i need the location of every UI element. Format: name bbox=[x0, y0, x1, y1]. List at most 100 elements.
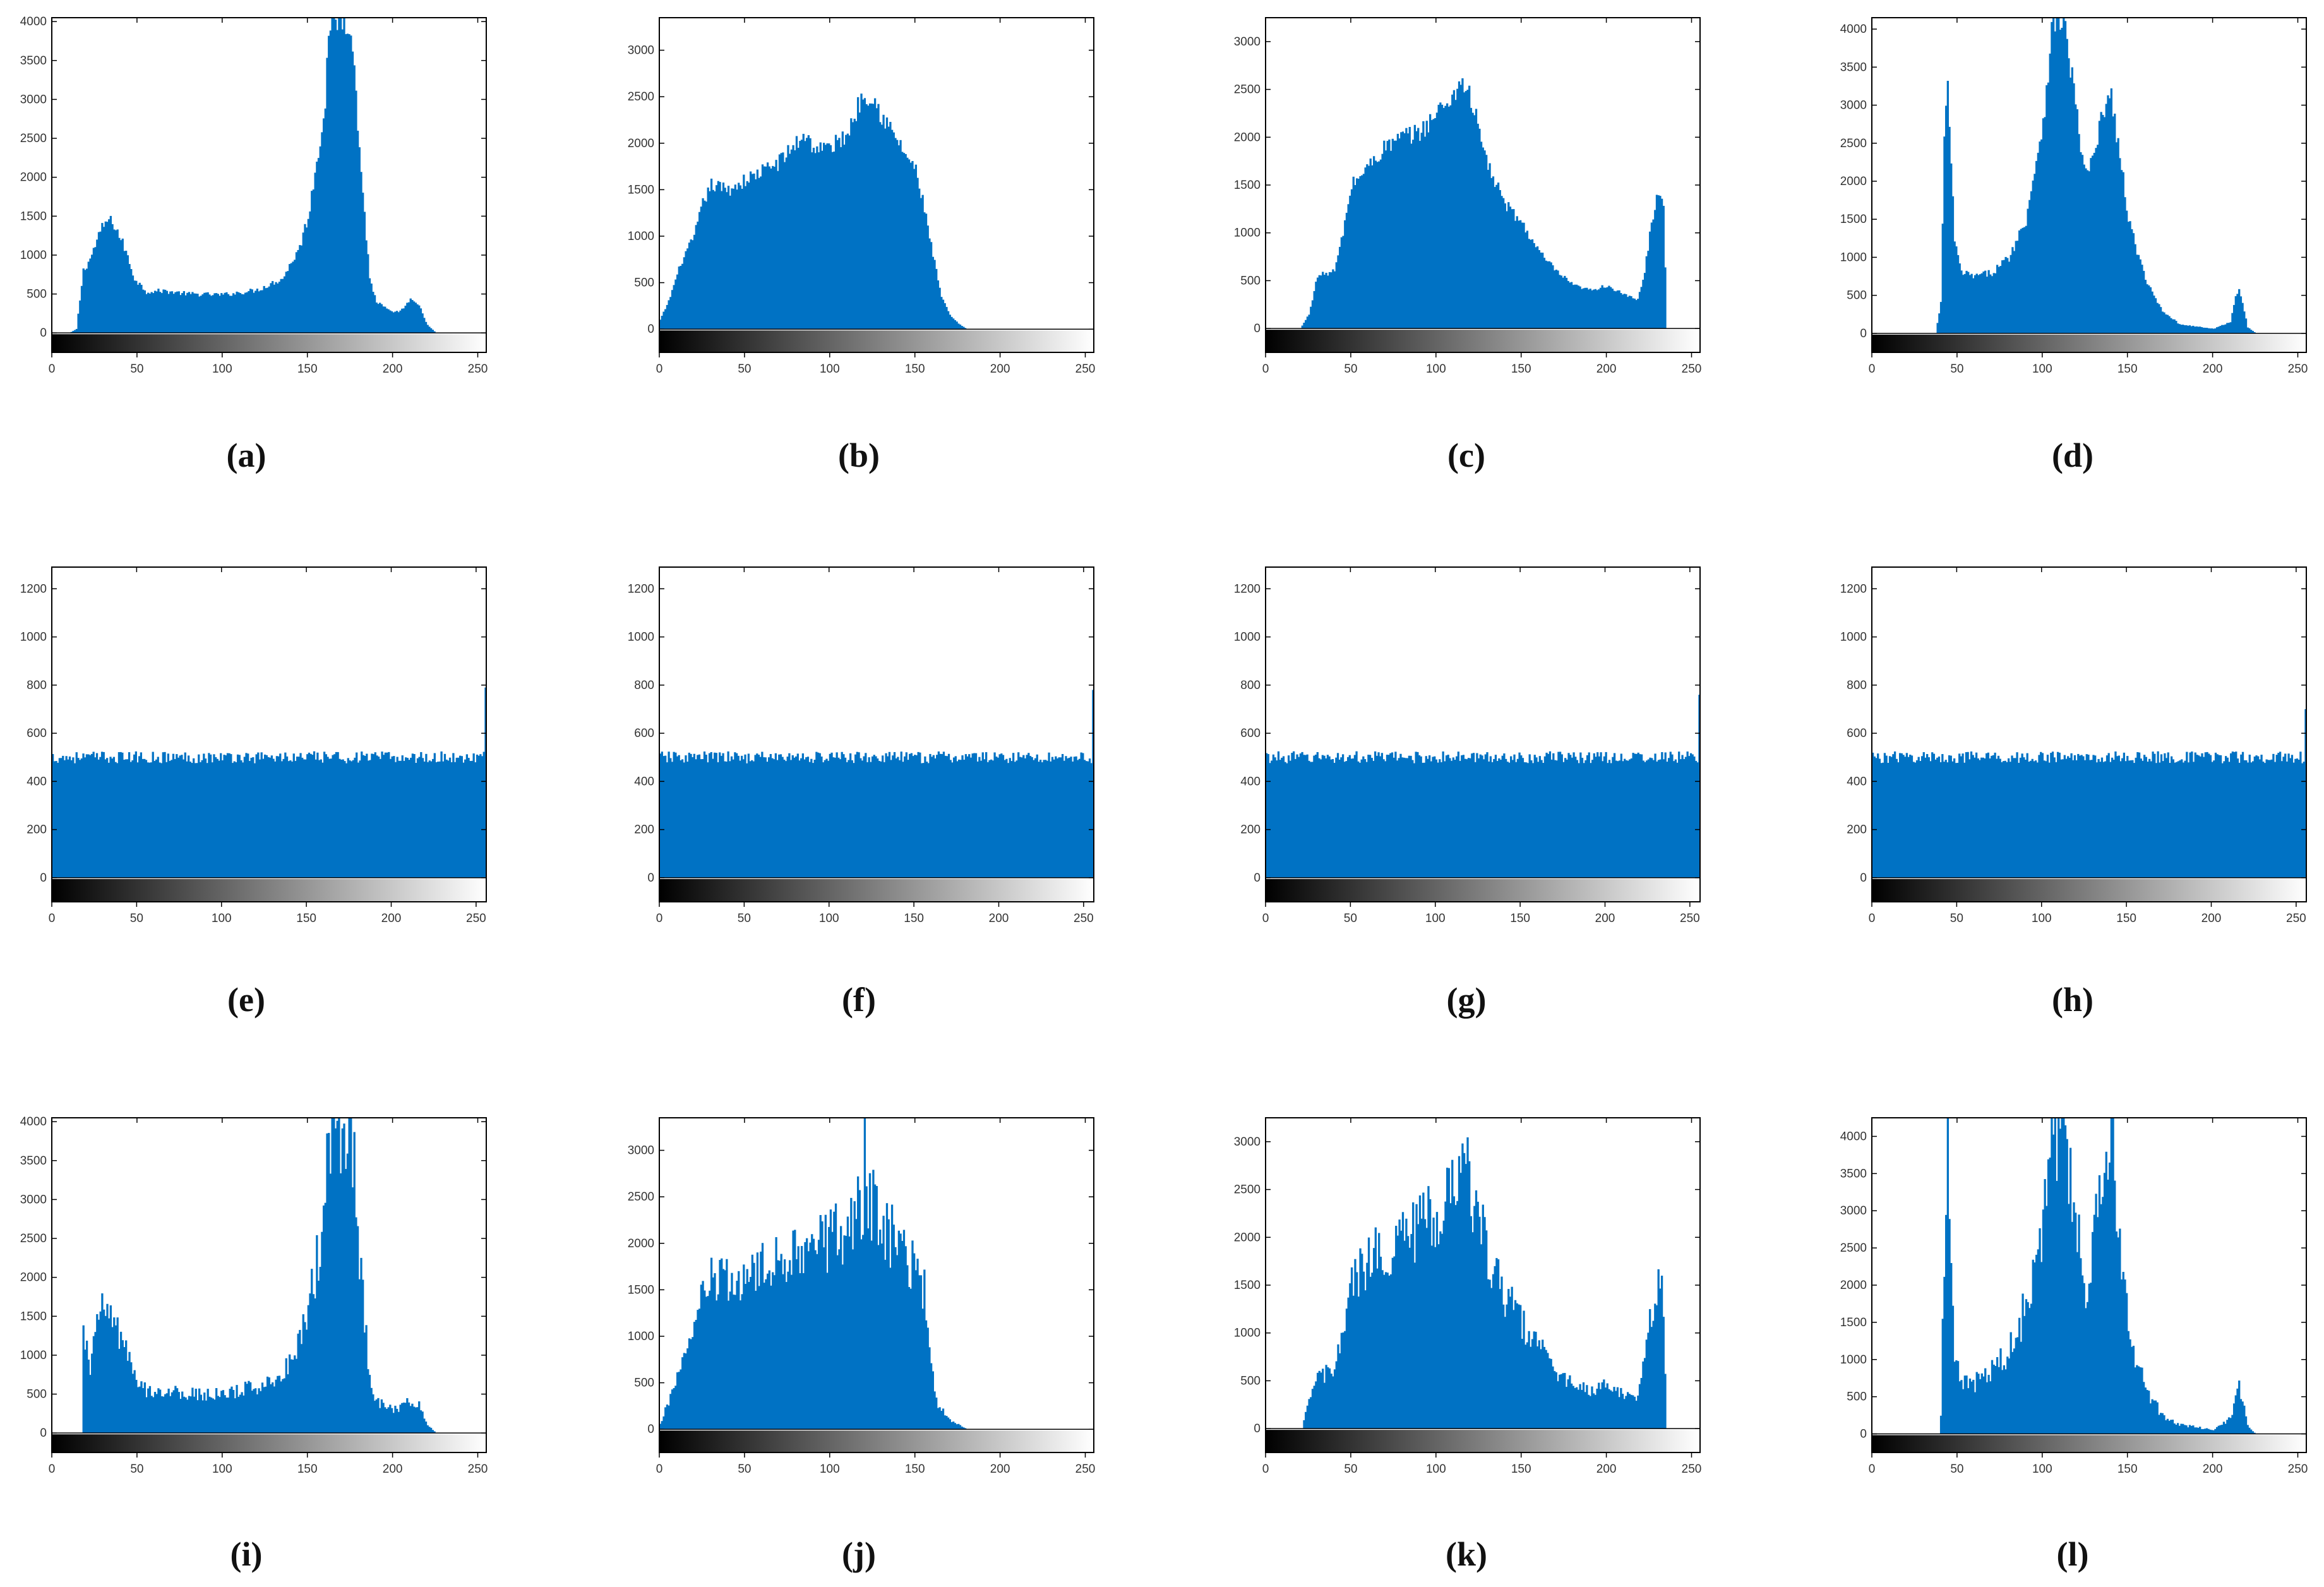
histogram-bar bbox=[2138, 752, 2141, 878]
y-tick-label: 800 bbox=[1240, 679, 1261, 692]
histogram-bar bbox=[2166, 314, 2169, 333]
histogram-bar bbox=[1507, 1289, 1510, 1429]
histogram-bar bbox=[1357, 761, 1360, 878]
histogram-bar bbox=[879, 1230, 882, 1430]
histogram-bar bbox=[2214, 328, 2217, 333]
histogram-bar bbox=[2013, 1348, 2016, 1434]
histogram-bar bbox=[477, 755, 480, 878]
histogram-bar bbox=[695, 225, 697, 330]
axes-frame bbox=[659, 566, 1094, 902]
histogram-bar bbox=[278, 282, 281, 333]
histogram-bar bbox=[1272, 754, 1275, 878]
histogram-bar bbox=[809, 138, 812, 330]
histogram-bar bbox=[1363, 759, 1367, 878]
histogram-bar bbox=[866, 762, 869, 878]
histogram-bar bbox=[335, 752, 338, 878]
histogram-bar bbox=[911, 1240, 914, 1430]
histogram-bar bbox=[203, 1392, 206, 1434]
histogram-bar bbox=[1948, 126, 1951, 333]
histogram-bar bbox=[2260, 755, 2263, 878]
histogram-bar bbox=[1090, 763, 1093, 878]
histogram-bar bbox=[1389, 753, 1392, 878]
x-tick-label: 100 bbox=[2032, 1463, 2052, 1476]
y-tick-label: 2000 bbox=[1840, 175, 1867, 188]
histogram-bar bbox=[142, 289, 145, 333]
histogram-bar bbox=[1009, 758, 1011, 878]
histogram-bar bbox=[2248, 1427, 2251, 1434]
histogram-bar bbox=[2033, 761, 2035, 878]
histogram-bar bbox=[1072, 761, 1074, 878]
histogram-bar bbox=[374, 752, 376, 878]
histogram-bar bbox=[233, 761, 236, 878]
histogram-bar bbox=[2160, 754, 2163, 878]
histogram-bar bbox=[862, 99, 865, 330]
x-tick-label: 200 bbox=[1595, 912, 1615, 925]
histogram-bar bbox=[2033, 174, 2036, 333]
histogram-bar bbox=[845, 135, 848, 330]
histogram-bar bbox=[1514, 220, 1517, 329]
histogram-bar bbox=[1353, 755, 1357, 878]
histogram-bar bbox=[1451, 1159, 1454, 1429]
histogram-bar bbox=[179, 1399, 182, 1434]
histogram-bar bbox=[162, 1396, 165, 1434]
histogram-bar bbox=[1679, 759, 1682, 878]
x-tick-label: 200 bbox=[383, 362, 403, 376]
x-tick-label: 100 bbox=[2032, 912, 2052, 925]
histogram-bar bbox=[1946, 80, 1949, 333]
histogram-bar bbox=[783, 162, 786, 330]
histogram-bar bbox=[717, 1294, 720, 1430]
histogram-bar bbox=[918, 1275, 921, 1430]
histogram-bar bbox=[2124, 197, 2126, 333]
histogram-bar bbox=[393, 756, 395, 878]
histogram-bar bbox=[2023, 1315, 2026, 1434]
histogram-bar bbox=[1945, 1214, 1948, 1434]
histogram-bar bbox=[2236, 758, 2239, 878]
histogram-bar bbox=[1418, 1195, 1422, 1429]
histogram-bar bbox=[217, 294, 219, 333]
histogram-bar bbox=[774, 753, 777, 878]
histogram-bar bbox=[914, 755, 916, 878]
histogram-bar bbox=[814, 1250, 817, 1430]
histogram-bar bbox=[1371, 165, 1374, 329]
histogram-bar bbox=[234, 294, 236, 333]
histogram-bar bbox=[1391, 138, 1394, 329]
histogram-bar bbox=[1408, 127, 1411, 329]
histogram-bar bbox=[2219, 1425, 2222, 1434]
histogram-bar bbox=[685, 1353, 687, 1430]
histogram-bar bbox=[1384, 761, 1387, 878]
y-tick-label: 500 bbox=[634, 1377, 654, 1390]
histogram-bar bbox=[792, 1230, 794, 1430]
histogram-bar bbox=[913, 169, 916, 330]
histogram-bar bbox=[2019, 757, 2022, 878]
histogram-bar bbox=[1452, 90, 1456, 329]
histogram-bar bbox=[1281, 757, 1283, 878]
histogram-bar bbox=[1082, 753, 1084, 878]
histogram-bar bbox=[823, 1247, 825, 1430]
histogram-bar bbox=[1420, 133, 1423, 329]
histogram-bar bbox=[1325, 758, 1327, 878]
histogram-bar bbox=[721, 1258, 723, 1430]
histogram-bar bbox=[741, 1294, 743, 1430]
histogram-bar bbox=[1652, 760, 1655, 878]
histogram-bar bbox=[426, 1425, 429, 1434]
histogram-bar bbox=[294, 760, 297, 878]
histogram-bar bbox=[1547, 1353, 1549, 1429]
histogram-bar bbox=[2200, 327, 2203, 333]
histogram-bar bbox=[421, 758, 424, 878]
histogram-bar bbox=[409, 1406, 412, 1434]
histogram-bar bbox=[2117, 138, 2119, 333]
histogram-bar bbox=[1630, 1394, 1632, 1429]
histogram-bar bbox=[2299, 752, 2302, 878]
histogram-bar bbox=[253, 763, 256, 878]
histogram-bar bbox=[1951, 761, 1954, 878]
histogram-bar bbox=[177, 757, 180, 878]
histogram-bar bbox=[245, 753, 248, 878]
histogram-bar bbox=[459, 755, 462, 878]
histogram-bar bbox=[885, 753, 887, 878]
histogram-bar bbox=[2232, 1403, 2236, 1434]
histogram-bar bbox=[850, 118, 853, 330]
histogram-bar bbox=[2016, 241, 2019, 333]
histogram-bar bbox=[2182, 1423, 2184, 1434]
histogram-bar bbox=[2013, 758, 2015, 878]
